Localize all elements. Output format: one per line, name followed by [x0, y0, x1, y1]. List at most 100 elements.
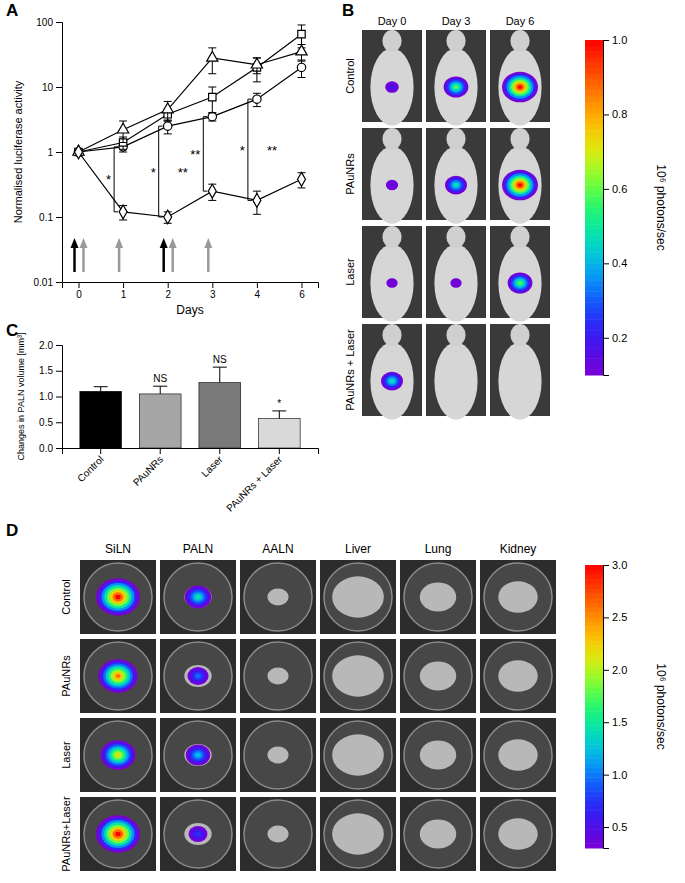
- colorbar-cell: [585, 716, 603, 721]
- colorbar-cell: [585, 241, 603, 247]
- axis: 0.010.1110100: [34, 17, 63, 288]
- tick: 3: [210, 282, 216, 300]
- colorbar-cell: [585, 336, 603, 342]
- axis-title: Changes in PALN volume [mm³]: [16, 333, 26, 461]
- tick: 1: [121, 282, 127, 300]
- tick: 1.0: [603, 769, 627, 781]
- bar: [139, 394, 181, 448]
- tick: 2.0: [603, 664, 627, 676]
- row-label: PAuNRs + Laser: [344, 329, 356, 411]
- tick-mark: [56, 282, 62, 283]
- tick-mark: [212, 282, 213, 288]
- colorbar: [585, 40, 603, 376]
- significance: NS: [153, 373, 167, 384]
- column-header: Liver: [345, 542, 371, 556]
- colorbar-cell: [585, 839, 603, 844]
- tick-mark: [56, 397, 62, 398]
- colorbar-cell: [585, 180, 603, 186]
- colorbar: [585, 565, 603, 849]
- colorbar-cell: [585, 168, 603, 174]
- panel-label: A: [6, 1, 18, 20]
- axis-line: [63, 449, 319, 455]
- colorbar-cell: [585, 57, 603, 63]
- colorbar-cell: [585, 754, 603, 759]
- colorbar-cell: [585, 219, 603, 225]
- error-bar: [119, 206, 127, 220]
- tick-mark: [56, 217, 62, 218]
- colorbar-cell: [585, 85, 603, 91]
- colorbar-cell: [585, 185, 603, 191]
- significance: NS: [213, 354, 227, 365]
- colorbar-cell: [585, 574, 603, 579]
- tick-mark: [56, 22, 62, 23]
- tick-label: 1.0: [612, 34, 627, 46]
- marker: [253, 194, 261, 208]
- bar: [80, 391, 122, 448]
- tick-label: PAuNRs + Laser: [224, 453, 285, 514]
- colorbar-cell: [585, 269, 603, 275]
- axis: 0.00.51.01.52.0: [39, 340, 62, 454]
- plot-area: [80, 367, 300, 448]
- tick-mark: [603, 775, 609, 776]
- tick: 0.6: [603, 183, 627, 195]
- image-cell: [480, 560, 556, 634]
- colorbar-cell: [585, 291, 603, 297]
- tick-label: Laser: [199, 453, 225, 479]
- tick-label: 1.5: [39, 365, 53, 376]
- tick: 1.5: [39, 365, 62, 376]
- colorbar-cell: [585, 157, 603, 163]
- tick-label: 1: [121, 289, 127, 300]
- image-cell: [240, 560, 316, 634]
- tick-mark: [168, 282, 169, 288]
- colorbar-cell: [585, 565, 603, 570]
- marker: [208, 112, 216, 120]
- image-cell: [240, 639, 316, 713]
- tick-label: 0.01: [34, 277, 54, 288]
- colorbar-cell: [585, 213, 603, 219]
- annotation: **: [267, 143, 277, 158]
- colorbar-cell: [585, 107, 603, 113]
- error-bar: [272, 411, 286, 419]
- tick: 0.4: [603, 257, 627, 269]
- series-line: [79, 67, 302, 152]
- colorbar-cell: [585, 118, 603, 124]
- colorbar-cell: [585, 725, 603, 730]
- colorbar-cell: [585, 735, 603, 740]
- colorbar-cell: [585, 40, 603, 46]
- tick-label: 0.8: [612, 108, 627, 120]
- colorbar-cell: [585, 815, 603, 820]
- colorbar-cell: [585, 325, 603, 331]
- tick-mark: [301, 282, 302, 288]
- colorbar-cell: [585, 319, 603, 325]
- tick-mark: [56, 87, 62, 88]
- error-bar: [253, 93, 261, 106]
- colorbar-cell: [585, 353, 603, 359]
- series-line: [79, 52, 302, 152]
- colorbar-cell: [585, 230, 603, 236]
- image-cell: [490, 30, 550, 126]
- colorbar-cell: [585, 622, 603, 627]
- colorbar-cell: [585, 369, 603, 375]
- tick-mark: [257, 282, 258, 288]
- tick-label: 0.4: [612, 257, 627, 269]
- tick-label: PAuNRs: [131, 454, 165, 488]
- tick-label: 2.0: [612, 664, 627, 676]
- colorbar-cell: [585, 843, 603, 848]
- colorbar-cell: [585, 79, 603, 85]
- bar: [199, 383, 241, 448]
- colorbar-cell: [585, 645, 603, 650]
- tick-label: 0.5: [612, 821, 627, 833]
- colorbar-cell: [585, 782, 603, 787]
- axis: 0.51.01.52.02.53.0: [603, 559, 627, 848]
- tick: 1: [47, 147, 62, 158]
- colorbar-cell: [585, 235, 603, 241]
- image-cell: [160, 639, 236, 713]
- colorbar-cell: [585, 777, 603, 782]
- colorbar-cell: [585, 612, 603, 617]
- row-label: Control: [344, 58, 356, 93]
- error-bar: [208, 113, 216, 121]
- colorbar-cell: [585, 669, 603, 674]
- tick: PAuNRs: [131, 448, 165, 488]
- colorbar-cell: [585, 607, 603, 612]
- tick-mark: [56, 422, 62, 423]
